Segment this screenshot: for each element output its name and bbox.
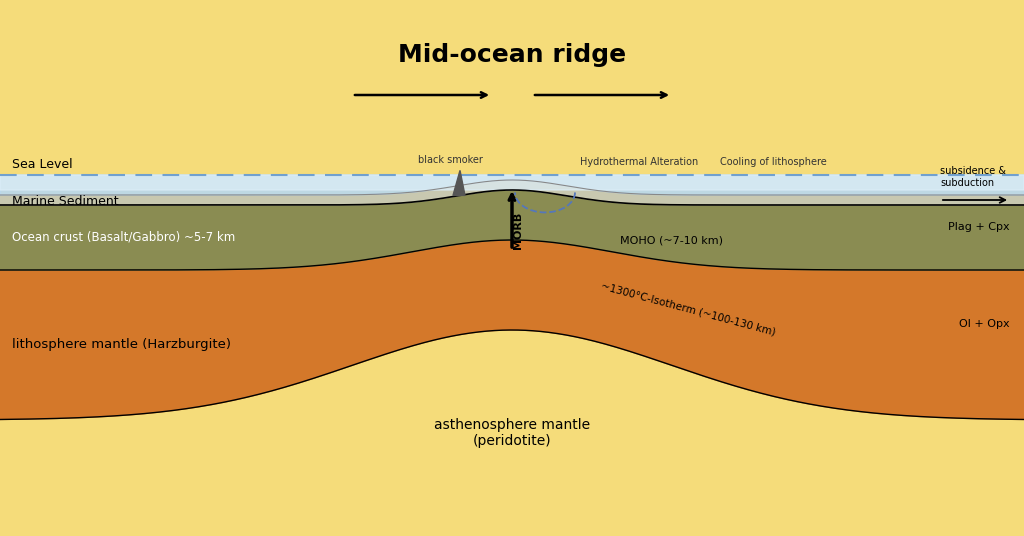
Text: Mid-ocean ridge: Mid-ocean ridge	[398, 43, 626, 67]
Polygon shape	[453, 170, 465, 196]
Text: lithosphere mantle (Harzburgite): lithosphere mantle (Harzburgite)	[12, 338, 231, 351]
Text: black smoker: black smoker	[418, 155, 482, 166]
Text: MORB: MORB	[513, 211, 523, 249]
Text: Cooling of lithosphere: Cooling of lithosphere	[720, 157, 826, 167]
Text: Marine Sediment: Marine Sediment	[12, 196, 119, 209]
Text: asthenosphere mantle
(peridotite): asthenosphere mantle (peridotite)	[434, 418, 590, 448]
Text: Plag + Cpx: Plag + Cpx	[948, 222, 1010, 233]
Text: Sea Level: Sea Level	[12, 158, 73, 171]
Text: Ol + Opx: Ol + Opx	[959, 319, 1010, 329]
Text: MOHO (~7-10 km): MOHO (~7-10 km)	[620, 235, 723, 245]
Text: Ocean crust (Basalt/Gabbro) ~5-7 km: Ocean crust (Basalt/Gabbro) ~5-7 km	[12, 231, 236, 244]
Text: ~1300°C-Isotherm (~100-130 km): ~1300°C-Isotherm (~100-130 km)	[600, 281, 777, 338]
Text: subsidence &
subduction: subsidence & subduction	[940, 166, 1006, 188]
Text: Hydrothermal Alteration: Hydrothermal Alteration	[580, 158, 698, 167]
